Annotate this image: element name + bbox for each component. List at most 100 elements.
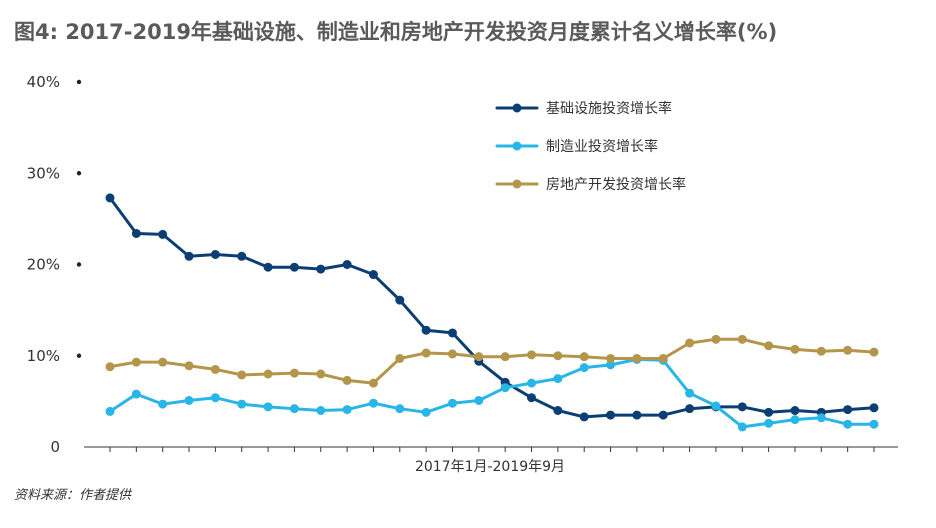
data-point bbox=[632, 353, 642, 363]
data-point bbox=[368, 270, 378, 280]
series-line bbox=[108, 196, 876, 419]
data-point bbox=[764, 407, 774, 417]
data-point bbox=[395, 295, 405, 305]
legend-item: 房地产开发投资增长率 bbox=[495, 176, 686, 193]
data-point bbox=[289, 404, 299, 414]
data-point bbox=[184, 361, 194, 371]
data-point bbox=[368, 378, 378, 388]
data-point bbox=[316, 264, 326, 274]
data-point bbox=[737, 402, 747, 412]
data-point bbox=[843, 419, 853, 429]
data-point bbox=[527, 378, 537, 388]
legend-swatch-marker bbox=[512, 103, 522, 113]
data-point bbox=[237, 251, 247, 261]
series-line bbox=[108, 357, 876, 429]
data-point bbox=[843, 405, 853, 415]
data-point bbox=[790, 344, 800, 354]
data-point bbox=[395, 404, 405, 414]
data-point bbox=[553, 351, 563, 361]
data-point bbox=[184, 395, 194, 405]
data-point bbox=[579, 412, 589, 422]
data-point bbox=[447, 328, 457, 338]
data-point bbox=[869, 347, 879, 357]
y-axis-ticks: 0 10% 20% 30% 40% bbox=[27, 73, 82, 456]
data-point bbox=[210, 249, 220, 259]
data-point bbox=[553, 406, 563, 415]
data-point bbox=[316, 406, 326, 415]
data-point bbox=[289, 368, 299, 378]
data-point bbox=[737, 422, 747, 432]
data-point bbox=[421, 325, 431, 335]
series-group bbox=[105, 334, 879, 388]
data-point bbox=[105, 406, 115, 416]
data-point bbox=[632, 410, 642, 420]
data-point bbox=[342, 260, 352, 269]
data-point bbox=[158, 229, 168, 239]
data-point bbox=[843, 345, 853, 355]
y-tick-dot bbox=[76, 79, 82, 85]
data-point bbox=[395, 353, 405, 363]
data-point bbox=[263, 262, 273, 272]
data-point bbox=[421, 348, 431, 358]
data-point bbox=[342, 405, 352, 415]
data-point bbox=[579, 363, 589, 373]
data-point bbox=[105, 193, 115, 203]
x-axis-ticks bbox=[109, 447, 875, 452]
data-point bbox=[790, 406, 800, 415]
data-point bbox=[816, 346, 826, 356]
y-tick-label: 40% bbox=[27, 73, 60, 91]
data-point bbox=[158, 357, 168, 367]
data-point bbox=[606, 410, 616, 420]
data-point bbox=[158, 399, 168, 409]
data-point bbox=[421, 407, 431, 417]
data-point bbox=[184, 251, 194, 261]
data-point bbox=[606, 353, 616, 363]
data-point bbox=[316, 369, 326, 379]
data-point bbox=[527, 350, 537, 360]
data-point bbox=[289, 262, 299, 272]
data-point bbox=[237, 370, 247, 380]
data-point bbox=[500, 352, 510, 362]
data-point bbox=[579, 352, 589, 362]
data-point bbox=[658, 353, 668, 363]
series-layer bbox=[105, 193, 879, 432]
data-point bbox=[685, 404, 695, 414]
data-point bbox=[447, 349, 457, 359]
series-line bbox=[108, 337, 876, 385]
data-point bbox=[685, 338, 695, 348]
data-point bbox=[737, 334, 747, 344]
series-group bbox=[105, 193, 879, 422]
data-point bbox=[210, 364, 220, 374]
data-point bbox=[553, 374, 563, 384]
data-point bbox=[869, 419, 879, 429]
data-point bbox=[263, 402, 273, 412]
data-point bbox=[711, 334, 721, 344]
chart-title: 图4: 2017-2019年基础设施、制造业和房地产开发投资月度累计名义增长率(… bbox=[14, 20, 778, 44]
data-point bbox=[790, 415, 800, 425]
data-point bbox=[711, 401, 721, 411]
legend-item: 基础设施投资增长率 bbox=[495, 100, 672, 117]
data-point bbox=[368, 398, 378, 408]
source-note: 资料来源：作者提供 bbox=[14, 488, 132, 503]
data-point bbox=[263, 369, 273, 379]
legend-swatch-marker bbox=[512, 179, 522, 189]
data-point bbox=[658, 410, 668, 420]
data-point bbox=[105, 362, 115, 372]
data-point bbox=[685, 388, 695, 398]
y-tick-dot bbox=[76, 353, 82, 358]
x-axis-label: 2017年1月-2019年9月 bbox=[415, 459, 565, 475]
y-tick-label: 30% bbox=[27, 164, 60, 182]
data-point bbox=[210, 393, 220, 403]
data-point bbox=[131, 389, 141, 399]
data-point bbox=[447, 398, 457, 408]
legend-swatch-marker bbox=[512, 141, 522, 151]
y-tick-label: 10% bbox=[27, 347, 60, 365]
data-point bbox=[869, 403, 879, 413]
data-point bbox=[606, 360, 616, 370]
data-point bbox=[764, 418, 774, 428]
y-tick-dot bbox=[76, 171, 82, 176]
data-point bbox=[527, 393, 537, 403]
series-group bbox=[105, 354, 879, 432]
y-tick-dot bbox=[76, 262, 82, 267]
